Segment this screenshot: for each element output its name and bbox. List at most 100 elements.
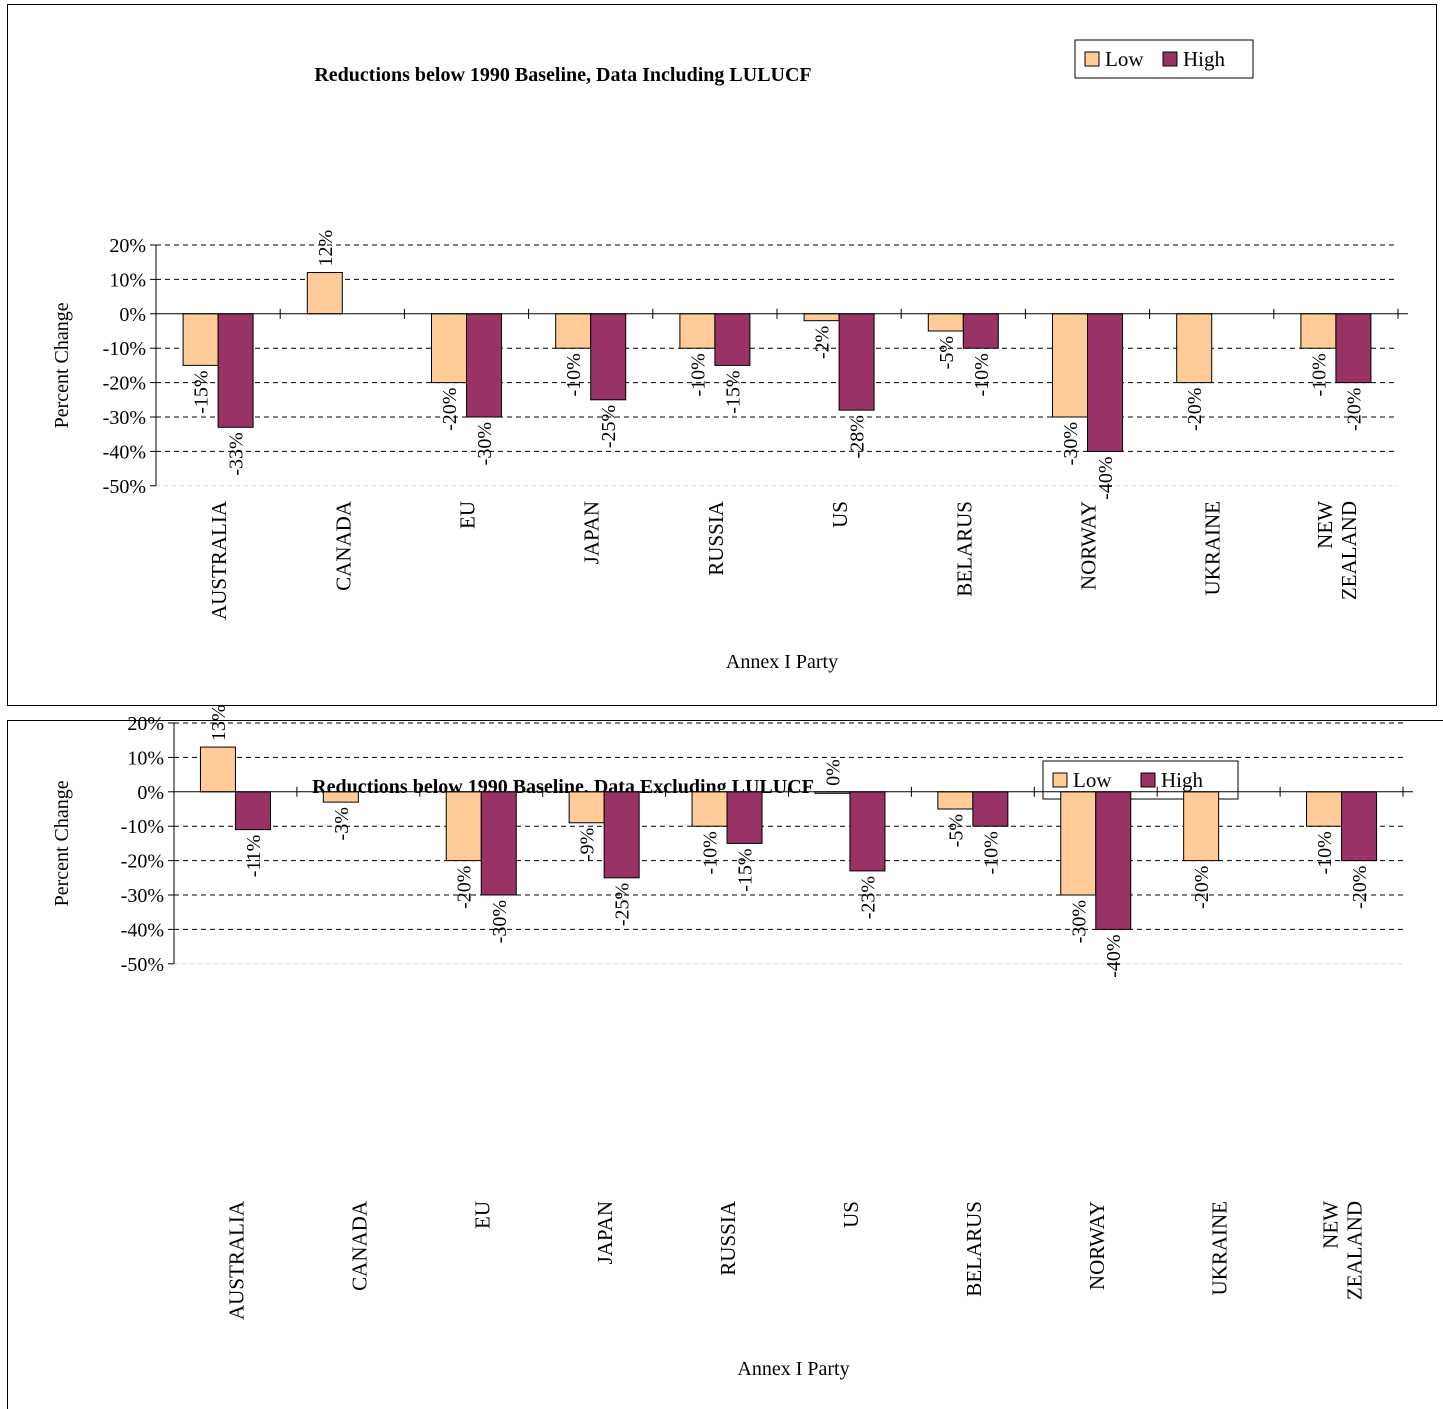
bar-low	[1183, 791, 1220, 862]
bar-low	[1052, 313, 1088, 418]
data-label-low: -30%	[1068, 900, 1090, 943]
category-label: UKRAINE	[1201, 501, 1225, 596]
data-label-low: -20%	[439, 388, 461, 431]
bar-low	[322, 791, 359, 803]
chart-svg: Reductions below 1990 Baseline, Data Exc…	[51, 704, 1413, 1380]
data-label-high: -30%	[489, 900, 511, 943]
bar-low	[691, 791, 728, 827]
chart-svg: Reductions below 1990 Baseline, Data Inc…	[51, 39, 1408, 673]
y-tick-label: -30%	[121, 885, 164, 907]
y-tick-label: 10%	[127, 747, 164, 769]
y-tick-label: 0%	[119, 304, 146, 326]
legend-label-low: Low	[1073, 768, 1112, 792]
data-label-low: 13%	[208, 704, 230, 741]
data-label-low: 12%	[315, 230, 337, 267]
bar-low	[199, 746, 236, 793]
data-label-high: -23%	[857, 876, 879, 919]
chart-excluding-lulucf: Reductions below 1990 Baseline, Data Exc…	[7, 704, 1443, 1409]
y-tick-label: -40%	[103, 441, 146, 463]
bar-low	[306, 272, 343, 315]
category-label: BELARUS	[962, 1201, 986, 1297]
bar-high	[1087, 313, 1123, 452]
data-label-high: -25%	[612, 883, 634, 926]
data-label-low: -10%	[1314, 831, 1336, 874]
y-tick-label: -20%	[103, 373, 146, 395]
data-label-low: -30%	[1060, 422, 1082, 465]
y-tick-label: 0%	[137, 782, 164, 804]
bar-high	[962, 313, 999, 349]
data-label-low: -3%	[331, 807, 353, 840]
bar-low	[803, 313, 840, 322]
category-label: ZEALAND	[1337, 501, 1361, 600]
bar-high	[849, 791, 886, 872]
legend-swatch-low	[1052, 772, 1068, 788]
data-label-high: -15%	[735, 848, 757, 891]
x-axis-title: Annex I Party	[737, 1358, 849, 1380]
legend-label-low: Low	[1105, 47, 1144, 71]
category-label: NEW	[1313, 501, 1337, 549]
bar-low	[555, 313, 592, 349]
data-label-high: -30%	[474, 422, 496, 465]
y-tick-label: -50%	[121, 954, 164, 976]
bar-high	[217, 313, 254, 428]
category-label: NORWAY	[1085, 1201, 1109, 1290]
chart-title: Reductions below 1990 Baseline, Data Inc…	[314, 64, 811, 86]
data-label-low: -5%	[936, 336, 958, 369]
bar-low	[1306, 791, 1343, 827]
data-label-low: -2%	[812, 326, 834, 359]
bar-high	[480, 791, 517, 896]
legend: Low High	[1074, 39, 1254, 79]
bar-low	[937, 791, 974, 810]
data-label-high: -20%	[1349, 866, 1371, 909]
category-label: AUSTRALIA	[224, 1200, 248, 1320]
category-label: AUSTRALIA	[207, 500, 231, 620]
data-label-low: -20%	[454, 866, 476, 909]
data-label-high: -25%	[598, 405, 620, 448]
y-tick-label: -50%	[103, 476, 146, 498]
legend-swatch-high	[1140, 772, 1156, 788]
category-label: CANADA	[347, 1200, 371, 1291]
y-tick-label: 20%	[127, 713, 164, 735]
category-label: JAPAN	[593, 1201, 617, 1264]
category-label: RUSSIA	[716, 1200, 740, 1276]
legend-swatch-low	[1084, 51, 1100, 67]
legend-label-high: High	[1183, 47, 1226, 71]
category-label: EU	[470, 1201, 494, 1229]
y-tick-label: -40%	[121, 919, 164, 941]
bar-low	[679, 313, 716, 349]
x-axis-title: Annex I Party	[726, 651, 838, 673]
data-label-high: -10%	[971, 353, 993, 396]
y-tick-label: 10%	[109, 269, 146, 291]
data-label-high: -33%	[226, 432, 248, 475]
category-label: US	[828, 501, 852, 528]
category-label: UKRAINE	[1208, 1201, 1232, 1296]
bar-low	[1060, 791, 1097, 896]
data-label-high: -15%	[722, 370, 744, 413]
bar-high	[1095, 791, 1132, 930]
data-label-low: -15%	[191, 370, 213, 413]
data-label-low: -5%	[945, 814, 967, 847]
bar-high	[1341, 791, 1378, 862]
data-label-high: -28%	[847, 415, 869, 458]
category-label: NEW	[1319, 1201, 1343, 1249]
data-label-low: -9%	[577, 828, 599, 861]
bar-high	[714, 313, 751, 366]
bar-low	[927, 313, 964, 332]
y-tick-label: -10%	[103, 338, 146, 360]
y-tick-label: -20%	[121, 851, 164, 873]
data-label-low: -20%	[1191, 866, 1213, 909]
chart-title: Reductions below 1990 Baseline, Data Exc…	[312, 776, 814, 798]
category-label: NORWAY	[1077, 501, 1101, 590]
y-axis-title: Percent Change	[51, 302, 73, 428]
y-axis-title: Percent Change	[51, 780, 73, 906]
bar-high	[590, 313, 627, 401]
bar-high	[972, 791, 1009, 827]
category-label: JAPAN	[580, 501, 604, 564]
y-tick-label: 20%	[109, 235, 146, 257]
bar-high	[603, 791, 640, 879]
bar-high	[234, 791, 271, 831]
bar-low	[1176, 313, 1213, 384]
y-tick-label: -10%	[121, 816, 164, 838]
bar-high	[466, 313, 502, 418]
legend-label-high: High	[1161, 768, 1204, 792]
